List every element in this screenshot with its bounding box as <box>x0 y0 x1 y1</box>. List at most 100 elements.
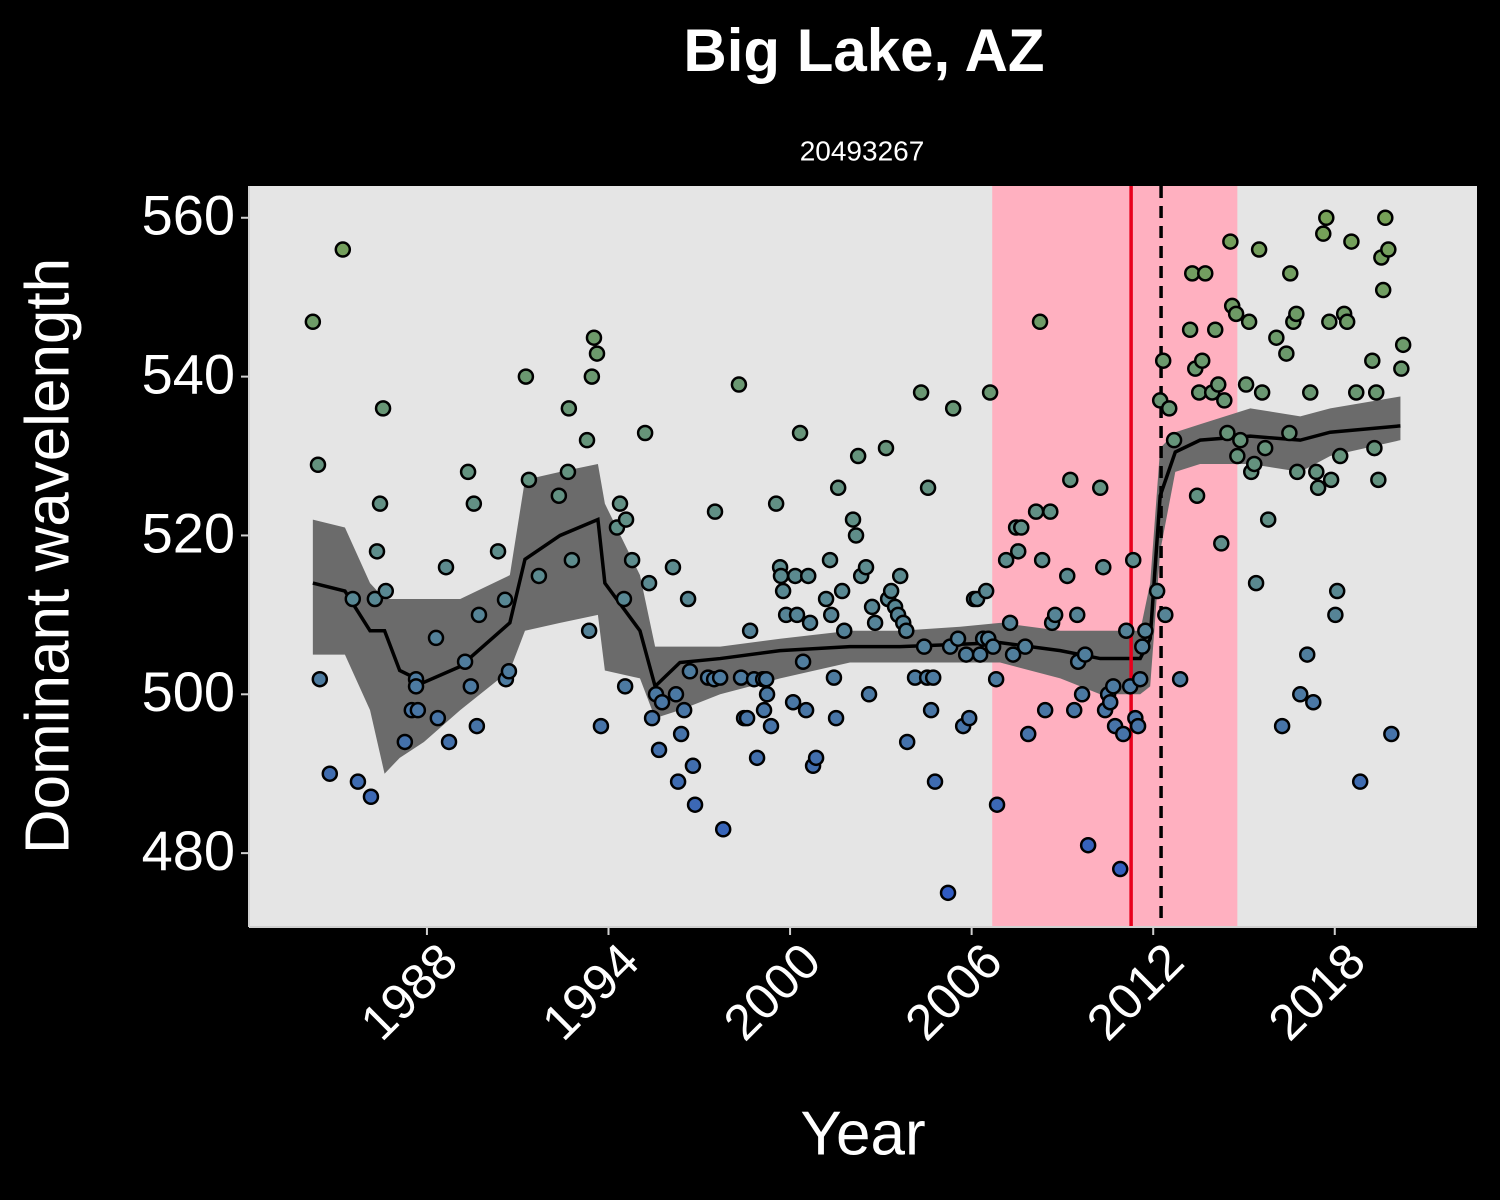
data-point <box>755 701 773 719</box>
data-point <box>1292 686 1309 703</box>
data-point <box>1374 281 1392 299</box>
data-point <box>877 439 895 457</box>
data-point <box>1278 345 1295 362</box>
data-point <box>926 773 944 790</box>
data-point <box>1364 352 1381 369</box>
data-point <box>1250 241 1268 258</box>
data-point <box>1134 638 1151 655</box>
data-point <box>1343 233 1360 250</box>
data-point <box>741 622 759 640</box>
data-point <box>1331 447 1349 465</box>
data-point <box>898 733 916 751</box>
data-point <box>1377 209 1394 227</box>
data-point <box>748 749 766 767</box>
data-point <box>758 686 776 703</box>
data-point <box>939 884 957 902</box>
data-point <box>1247 574 1265 592</box>
data-point <box>957 646 975 663</box>
data-point <box>1111 860 1129 878</box>
data-point <box>1206 321 1224 339</box>
data-point <box>997 551 1015 569</box>
data-point <box>1380 241 1397 258</box>
data-point <box>368 543 386 560</box>
data-point <box>1338 313 1356 331</box>
data-point <box>470 606 488 624</box>
x-axis-label: Year <box>800 1099 925 1168</box>
data-point <box>496 591 514 609</box>
data-point <box>977 582 995 600</box>
data-point <box>1210 376 1227 393</box>
data-point <box>1131 670 1149 688</box>
data-point <box>686 796 704 813</box>
data-point <box>580 622 598 640</box>
data-point <box>1318 209 1335 227</box>
data-point <box>1124 551 1142 569</box>
data-point <box>844 511 862 528</box>
data-point <box>1076 646 1094 663</box>
data-point <box>1232 431 1249 449</box>
data-point <box>500 663 518 680</box>
data-point <box>1348 384 1365 401</box>
y-tick-label: 560 <box>142 184 235 247</box>
data-point <box>1165 431 1183 449</box>
data-point <box>344 590 362 608</box>
data-point <box>835 622 853 640</box>
data-point <box>860 686 878 703</box>
data-point <box>366 590 384 608</box>
data-point <box>1019 725 1037 743</box>
data-point <box>1079 836 1097 854</box>
data-point <box>762 717 780 735</box>
data-point <box>679 590 697 608</box>
data-point <box>774 582 792 600</box>
data-point <box>1288 305 1305 323</box>
data-point <box>1213 535 1230 552</box>
data-point <box>714 821 732 838</box>
data-point <box>1009 543 1027 560</box>
data-point <box>949 630 967 647</box>
data-point <box>1118 622 1135 640</box>
data-point <box>636 424 654 442</box>
data-point <box>822 606 840 624</box>
data-point <box>981 384 999 401</box>
data-point <box>1004 646 1022 663</box>
data-point <box>1322 471 1340 489</box>
data-point <box>1302 384 1319 401</box>
y-tick-label: 520 <box>142 501 235 564</box>
data-point <box>407 678 425 695</box>
data-point <box>311 670 329 688</box>
data-point <box>667 686 685 703</box>
data-point <box>772 567 790 585</box>
data-point <box>440 733 458 751</box>
data-point <box>1068 606 1086 624</box>
data-point <box>640 574 658 592</box>
data-point <box>1222 233 1239 250</box>
data-point <box>465 495 483 512</box>
data-point <box>1105 678 1122 695</box>
data-point <box>1033 551 1051 569</box>
data-point <box>797 701 815 719</box>
data-point <box>829 479 847 497</box>
data-point <box>559 463 577 481</box>
data-point <box>1193 352 1211 369</box>
data-point <box>791 424 809 442</box>
data-point <box>711 669 729 686</box>
data-point <box>1188 487 1206 504</box>
data-point <box>1327 606 1344 624</box>
data-point <box>1288 463 1306 481</box>
data-point <box>1219 424 1236 442</box>
data-point <box>1001 614 1019 632</box>
shaded-region <box>992 186 1238 927</box>
data-point <box>732 669 750 686</box>
data-point <box>1042 503 1059 520</box>
data-point <box>1095 558 1112 576</box>
data-point <box>799 567 817 585</box>
data-point <box>592 717 610 735</box>
data-point <box>825 669 843 686</box>
data-point <box>1259 511 1277 528</box>
data-point <box>919 479 937 497</box>
data-point <box>459 463 477 481</box>
data-point <box>827 709 845 727</box>
data-point <box>643 709 661 727</box>
data-point <box>1237 376 1255 393</box>
